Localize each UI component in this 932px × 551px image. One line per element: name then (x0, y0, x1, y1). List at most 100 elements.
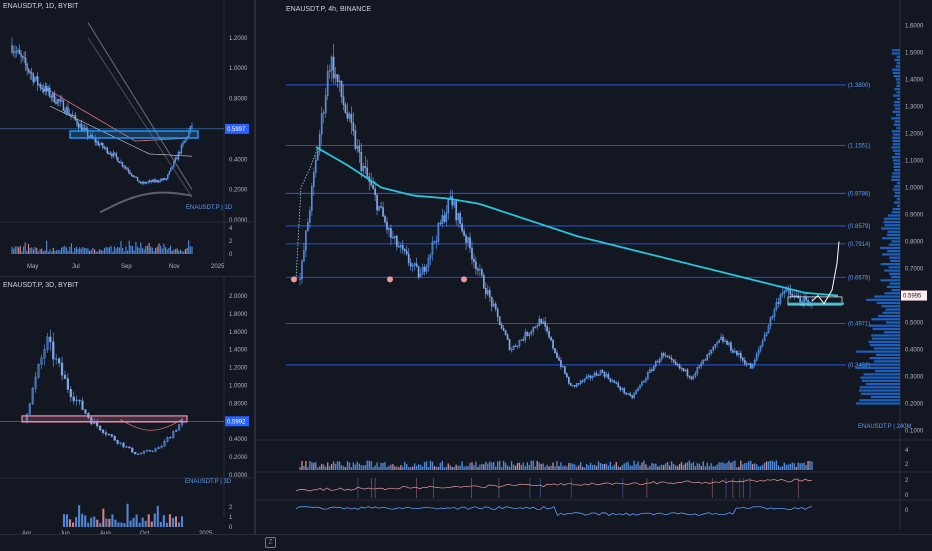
bottom-toolbar (0, 534, 932, 551)
volume-bar (309, 461, 311, 470)
volume-bar (465, 465, 467, 470)
volume-profile-bar (890, 276, 900, 279)
volume-profile-bar (859, 399, 900, 402)
price-4h-candle (399, 245, 402, 248)
price-4h-candle (633, 393, 635, 398)
chart-4h[interactable]: 1.6000 1.5000 1.4000 1.3000 1.2000 1.1000 1.00… (256, 0, 932, 534)
price-4h-candle (793, 295, 796, 297)
price-4h-candle (573, 385, 576, 387)
volume-bar (415, 465, 418, 470)
price-4h-candle (528, 333, 531, 337)
volume-bar (811, 461, 813, 470)
volume-bar (188, 240, 190, 254)
volume-bar (597, 461, 600, 470)
volume-bar (706, 462, 708, 470)
volume-bar (443, 467, 445, 470)
price-1d-candle (103, 146, 105, 149)
price-4h-candle (658, 358, 661, 363)
volume-bar (95, 251, 97, 254)
price-1d-candle (44, 86, 46, 92)
panel-3d[interactable]: 2.0000 1.8000 1.6000 1.4000 1.2000 1.0000 0.80… (0, 277, 254, 534)
volume-profile-bar (868, 340, 900, 344)
price-3d-candle (169, 437, 172, 439)
price-4h-candle (613, 380, 616, 383)
volume-profile-bar (892, 110, 900, 113)
volume-bar (483, 464, 485, 470)
volume-profile-bar (863, 373, 900, 376)
price-4h-candle (322, 112, 325, 114)
volume-bar (714, 466, 716, 470)
panel-1d[interactable]: 1.20001.00000.80000.60000.40000.20000.00… (0, 0, 254, 276)
price-4h-candle (702, 359, 705, 364)
chart-1d[interactable]: 1.20001.00000.80000.60000.40000.20000.00… (0, 0, 254, 276)
price-4h-candle (504, 330, 507, 336)
ma-white (49, 105, 193, 157)
volume-profile-bar (896, 204, 900, 207)
volume-profile-bar (862, 379, 900, 382)
price-1d-candle (123, 165, 125, 168)
settings-icon[interactable]: Z (265, 537, 276, 548)
price-4h-candle (672, 359, 675, 363)
price-4h-candle (415, 263, 418, 267)
volume-bar (129, 520, 132, 527)
volume-bar (676, 466, 679, 470)
projection-path (811, 241, 840, 305)
volume-bar (585, 463, 588, 470)
volume-bar (748, 461, 750, 470)
volume-bar (469, 463, 471, 470)
volume-bar (92, 247, 94, 254)
price-1d-candle (132, 175, 134, 177)
price-4h-candle (751, 364, 754, 369)
volume-bar (449, 465, 451, 470)
price-3d-candle (177, 424, 181, 431)
volume-bar (181, 251, 183, 254)
volume-profile-bar (880, 263, 900, 266)
price-4h-candle (637, 387, 639, 392)
price-4h-candle (706, 354, 709, 361)
price-4h-candle (328, 70, 331, 73)
vertical-divider[interactable] (254, 0, 256, 534)
price-4h-candle (390, 228, 392, 238)
volume-bar (120, 241, 122, 254)
price-4h-candle (712, 346, 714, 351)
volume-bar (641, 462, 643, 470)
volume-bar (147, 514, 150, 527)
price-4h-candle (562, 366, 564, 368)
volume-bar (112, 251, 114, 254)
volume-profile-bar (892, 159, 900, 162)
price-4h-candle (346, 112, 349, 119)
volume-bar (647, 467, 649, 470)
left-horizontal-divider[interactable] (0, 276, 254, 277)
volume-bar (461, 461, 463, 470)
price-4h-candle (730, 342, 732, 351)
price-4h-candle (710, 349, 713, 354)
volume-bar (716, 464, 718, 470)
volume-bar (609, 461, 612, 470)
volume-bar (400, 465, 402, 470)
volume-bar (346, 461, 349, 470)
volume-profile-bar (895, 152, 900, 156)
price-4h-candle (425, 266, 428, 272)
volume-bar (29, 247, 31, 254)
price-4h-candle (747, 363, 750, 365)
volume-bar (611, 466, 614, 470)
price-3d-candle (166, 437, 169, 442)
price-4h-candle (761, 340, 764, 346)
volume-bar (538, 462, 540, 470)
price-1d-candle (145, 182, 148, 184)
price-1d-candle (18, 49, 21, 55)
volume-profile-bar (892, 149, 900, 152)
indicator-2-line (295, 505, 813, 517)
volume-bar (674, 465, 677, 470)
volume-bar (178, 250, 180, 254)
volume-bar (493, 461, 495, 470)
price-4h-candle (457, 213, 459, 221)
panel-4h[interactable]: 1.6000 1.5000 1.4000 1.3000 1.2000 1.1000 1.00… (256, 0, 932, 534)
chart-3d[interactable]: 2.0000 1.8000 1.6000 1.4000 1.2000 1.0000 0.80… (0, 277, 254, 534)
price-1d-candle (180, 144, 183, 154)
volume-profile-bar (895, 78, 900, 81)
price-4h-candle (405, 250, 408, 255)
price-1d-candle (70, 114, 72, 116)
y-tick-label: 1.2000 (229, 366, 248, 372)
volume-bar (382, 462, 384, 470)
